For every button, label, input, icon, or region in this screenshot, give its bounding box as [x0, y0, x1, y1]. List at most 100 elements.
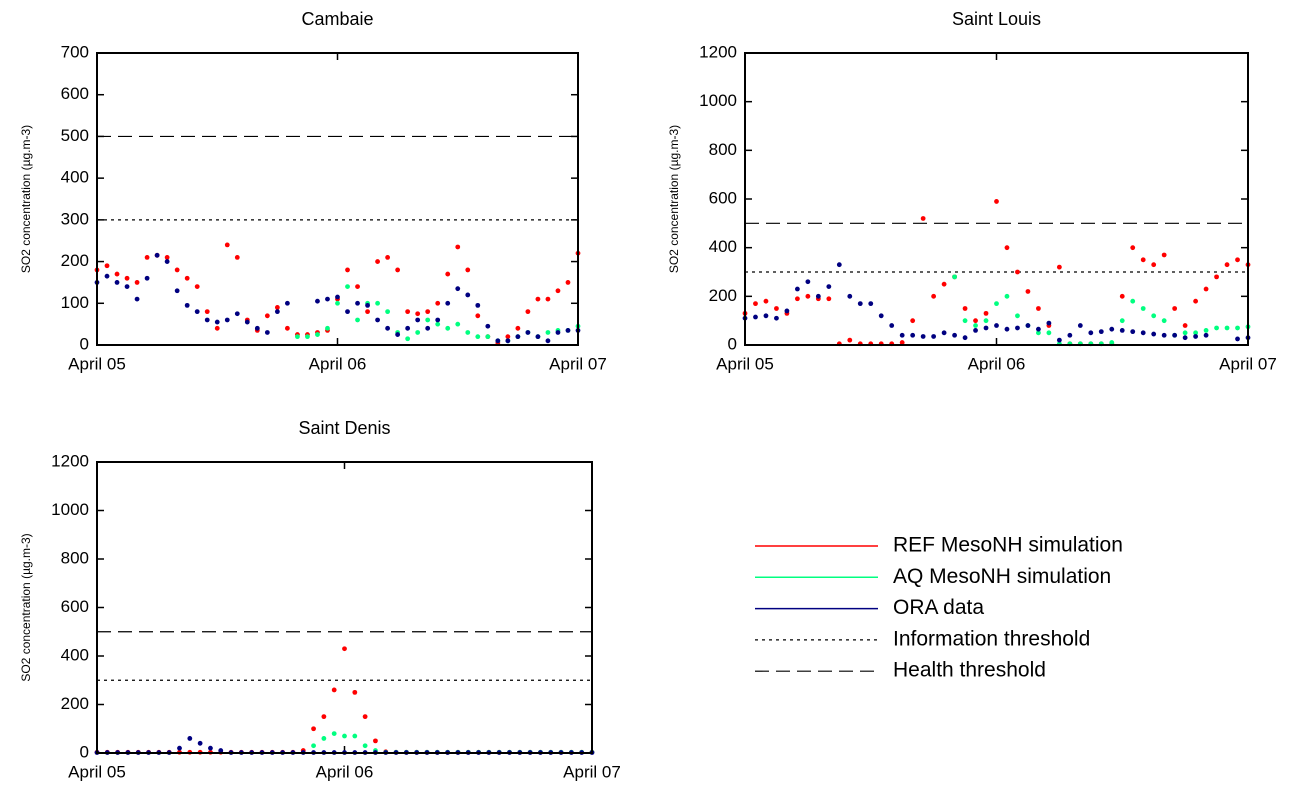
data-point — [1161, 332, 1167, 338]
data-point — [295, 334, 300, 340]
data-point — [224, 317, 230, 323]
data-point — [362, 714, 368, 720]
data-point — [774, 315, 779, 321]
data-point — [342, 733, 347, 739]
data-point — [763, 313, 769, 319]
data-point — [375, 259, 380, 264]
data-point — [1235, 336, 1240, 342]
data-point — [1140, 330, 1146, 336]
data-point — [1203, 328, 1209, 333]
data-point — [164, 255, 170, 260]
y-tick-label: 400 — [709, 237, 737, 256]
y-tick-label: 0 — [80, 334, 89, 353]
data-point — [1067, 332, 1073, 338]
data-point — [1224, 262, 1230, 268]
data-point — [525, 309, 531, 315]
data-point — [1025, 289, 1031, 294]
data-point — [1004, 293, 1010, 299]
data-point — [910, 318, 916, 324]
data-point — [545, 296, 551, 302]
y-tick-label: 600 — [61, 597, 89, 616]
data-point — [204, 309, 210, 315]
data-point — [1015, 313, 1020, 319]
data-point — [1182, 330, 1188, 336]
data-point — [815, 293, 821, 299]
data-point — [962, 306, 968, 311]
data-point — [405, 336, 411, 342]
data-point — [405, 309, 411, 315]
data-point — [214, 325, 220, 331]
data-point — [274, 309, 280, 315]
data-point — [983, 318, 989, 324]
data-point — [994, 323, 999, 328]
data-point — [962, 335, 968, 341]
data-point — [495, 338, 501, 344]
data-point — [535, 334, 541, 340]
data-point — [1046, 330, 1052, 336]
data-point — [1151, 331, 1157, 337]
data-point — [1182, 335, 1188, 341]
data-point — [941, 330, 947, 336]
data-point — [1004, 245, 1010, 251]
data-point — [794, 296, 800, 302]
data-point — [1130, 298, 1136, 304]
data-point — [555, 330, 561, 335]
data-point — [284, 325, 290, 331]
legend-label: REF MesoNH simulation — [893, 534, 1123, 557]
data-point — [315, 298, 320, 304]
data-point — [224, 242, 230, 248]
data-point — [124, 284, 130, 289]
y-tick-label: 800 — [709, 140, 737, 159]
data-point — [1172, 306, 1178, 311]
data-point — [774, 306, 779, 311]
data-point — [208, 745, 213, 751]
data-point — [184, 302, 190, 308]
data-point — [1077, 323, 1083, 328]
data-point — [114, 280, 120, 285]
data-point — [994, 199, 999, 204]
data-point — [475, 302, 481, 308]
data-point — [373, 738, 378, 744]
data-point — [1161, 252, 1167, 258]
data-point — [1119, 328, 1125, 333]
y-tick-label: 1200 — [699, 42, 737, 61]
data-point — [415, 317, 421, 323]
data-point — [1025, 323, 1031, 328]
y-tick-label: 1200 — [51, 451, 89, 470]
y-tick-label: 0 — [80, 742, 89, 761]
y-tick-label: 100 — [61, 293, 89, 312]
data-point — [857, 301, 863, 307]
y-tick-label: 1000 — [51, 500, 89, 519]
data-point — [425, 325, 431, 331]
data-point — [505, 334, 511, 340]
data-point — [315, 332, 320, 337]
data-point — [194, 309, 200, 315]
data-point — [465, 330, 471, 335]
data-point — [545, 338, 551, 344]
data-point — [342, 646, 347, 652]
x-tick-label: April 06 — [316, 762, 374, 781]
data-point — [465, 292, 471, 298]
data-point — [204, 317, 210, 323]
x-tick-label: April 07 — [549, 354, 607, 373]
data-point — [385, 309, 391, 315]
data-point — [335, 294, 340, 300]
data-point — [941, 281, 947, 287]
data-point — [395, 332, 401, 337]
data-point — [154, 252, 160, 258]
data-point — [836, 262, 842, 268]
data-point — [910, 332, 916, 338]
data-point — [1161, 318, 1167, 324]
data-point — [345, 267, 350, 273]
data-point — [1214, 325, 1219, 331]
data-point — [445, 325, 451, 331]
chart-title: Saint Louis — [952, 9, 1041, 29]
data-point — [1056, 337, 1062, 343]
data-point — [355, 300, 360, 306]
y-tick-label: 200 — [61, 694, 89, 713]
data-point — [174, 267, 180, 273]
data-point — [321, 714, 327, 720]
data-point — [805, 293, 811, 299]
data-point — [485, 334, 491, 340]
x-tick-label: April 07 — [563, 762, 621, 781]
